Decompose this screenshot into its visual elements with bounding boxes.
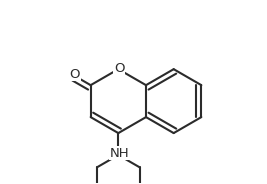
Text: O: O — [114, 62, 124, 75]
Text: NH: NH — [109, 147, 129, 160]
Text: O: O — [70, 68, 80, 81]
